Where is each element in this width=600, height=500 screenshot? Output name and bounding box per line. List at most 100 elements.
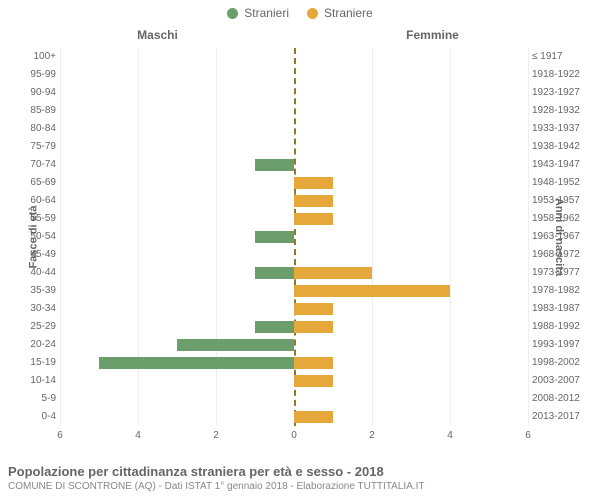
bar-female bbox=[294, 321, 333, 333]
header-male: Maschi bbox=[0, 28, 295, 42]
ytick-left: 50-54 bbox=[30, 232, 56, 242]
ytick-right: 2013-2017 bbox=[532, 412, 580, 422]
bar-female bbox=[294, 195, 333, 207]
ytick-left: 40-44 bbox=[30, 268, 56, 278]
age-row bbox=[60, 66, 528, 84]
age-row bbox=[60, 354, 528, 372]
ytick-left: 80-84 bbox=[30, 124, 56, 134]
ytick-left: 5-9 bbox=[42, 394, 56, 404]
bar-female bbox=[294, 213, 333, 225]
ytick-left: 75-79 bbox=[30, 142, 56, 152]
xtick: 4 bbox=[447, 430, 453, 441]
age-row bbox=[60, 264, 528, 282]
ytick-left: 70-74 bbox=[30, 160, 56, 170]
pyramid-plot bbox=[60, 48, 528, 426]
bar-male bbox=[255, 231, 294, 243]
ytick-right: ≤ 1917 bbox=[532, 52, 563, 62]
swatch-female bbox=[307, 8, 318, 19]
ytick-left: 35-39 bbox=[30, 286, 56, 296]
xtick: 2 bbox=[369, 430, 375, 441]
age-row bbox=[60, 102, 528, 120]
ytick-left: 55-59 bbox=[30, 214, 56, 224]
ytick-right: 1938-1942 bbox=[532, 142, 580, 152]
ytick-left: 85-89 bbox=[30, 106, 56, 116]
ytick-left: 60-64 bbox=[30, 196, 56, 206]
age-row bbox=[60, 336, 528, 354]
ytick-right: 1943-1947 bbox=[532, 160, 580, 170]
age-row bbox=[60, 138, 528, 156]
ytick-right: 1953-1957 bbox=[532, 196, 580, 206]
x-axis: 0 2 2 4 4 6 6 bbox=[60, 430, 528, 446]
legend-label-male: Stranieri bbox=[244, 6, 289, 20]
bar-female bbox=[294, 357, 333, 369]
ytick-right: 2003-2007 bbox=[532, 376, 580, 386]
gridline bbox=[528, 48, 529, 426]
legend-label-female: Straniere bbox=[324, 6, 373, 20]
ytick-right: 1998-2002 bbox=[532, 358, 580, 368]
swatch-male bbox=[227, 8, 238, 19]
legend-item-male: Stranieri bbox=[227, 6, 289, 20]
ytick-left: 15-19 bbox=[30, 358, 56, 368]
legend: Stranieri Straniere bbox=[0, 0, 600, 20]
bar-female bbox=[294, 285, 450, 297]
bar-female bbox=[294, 177, 333, 189]
xtick: 6 bbox=[57, 430, 63, 441]
age-row bbox=[60, 372, 528, 390]
ytick-right: 1973-1977 bbox=[532, 268, 580, 278]
age-row bbox=[60, 48, 528, 66]
bar-male bbox=[177, 339, 294, 351]
bar-female bbox=[294, 375, 333, 387]
xtick: 2 bbox=[213, 430, 219, 441]
age-row bbox=[60, 174, 528, 192]
bar-female bbox=[294, 411, 333, 423]
ytick-right: 1958-1962 bbox=[532, 214, 580, 224]
age-row bbox=[60, 282, 528, 300]
ytick-right: 1983-1987 bbox=[532, 304, 580, 314]
ytick-right: 1963-1967 bbox=[532, 232, 580, 242]
age-row bbox=[60, 228, 528, 246]
bar-male bbox=[99, 357, 294, 369]
age-row bbox=[60, 192, 528, 210]
ytick-right: 1978-1982 bbox=[532, 286, 580, 296]
age-row bbox=[60, 120, 528, 138]
ytick-left: 95-99 bbox=[30, 70, 56, 80]
xtick: 0 bbox=[291, 430, 297, 441]
ytick-left: 0-4 bbox=[42, 412, 56, 422]
age-row bbox=[60, 300, 528, 318]
xtick: 6 bbox=[525, 430, 531, 441]
ytick-right: 1948-1952 bbox=[532, 178, 580, 188]
bar-female bbox=[294, 267, 372, 279]
ytick-right: 1933-1937 bbox=[532, 124, 580, 134]
bar-male bbox=[255, 267, 294, 279]
ytick-right: 1988-1992 bbox=[532, 322, 580, 332]
ytick-right: 1918-1922 bbox=[532, 70, 580, 80]
xtick: 4 bbox=[135, 430, 141, 441]
bar-male bbox=[255, 321, 294, 333]
age-row bbox=[60, 156, 528, 174]
age-row bbox=[60, 408, 528, 426]
ytick-left: 65-69 bbox=[30, 178, 56, 188]
age-row bbox=[60, 84, 528, 102]
ytick-right: 1993-1997 bbox=[532, 340, 580, 350]
ytick-left: 90-94 bbox=[30, 88, 56, 98]
column-headers: Maschi Femmine bbox=[0, 28, 600, 42]
age-row bbox=[60, 318, 528, 336]
chart-title: Popolazione per cittadinanza straniera p… bbox=[8, 464, 592, 479]
age-row bbox=[60, 246, 528, 264]
ytick-left: 25-29 bbox=[30, 322, 56, 332]
bar-female bbox=[294, 303, 333, 315]
ytick-left: 10-14 bbox=[30, 376, 56, 386]
footer: Popolazione per cittadinanza straniera p… bbox=[8, 464, 592, 492]
age-row bbox=[60, 210, 528, 228]
ytick-left: 45-49 bbox=[30, 250, 56, 260]
ytick-left: 30-34 bbox=[30, 304, 56, 314]
legend-item-female: Straniere bbox=[307, 6, 373, 20]
ytick-left: 100+ bbox=[33, 52, 56, 62]
header-female: Femmine bbox=[295, 28, 600, 42]
chart-subtitle: COMUNE DI SCONTRONE (AQ) - Dati ISTAT 1°… bbox=[8, 481, 592, 492]
y-axis-right: Anni di nascita 2013-20172008-20122003-2… bbox=[530, 48, 600, 426]
ytick-right: 1923-1927 bbox=[532, 88, 580, 98]
ytick-left: 20-24 bbox=[30, 340, 56, 350]
ytick-right: 2008-2012 bbox=[532, 394, 580, 404]
bar-male bbox=[255, 159, 294, 171]
